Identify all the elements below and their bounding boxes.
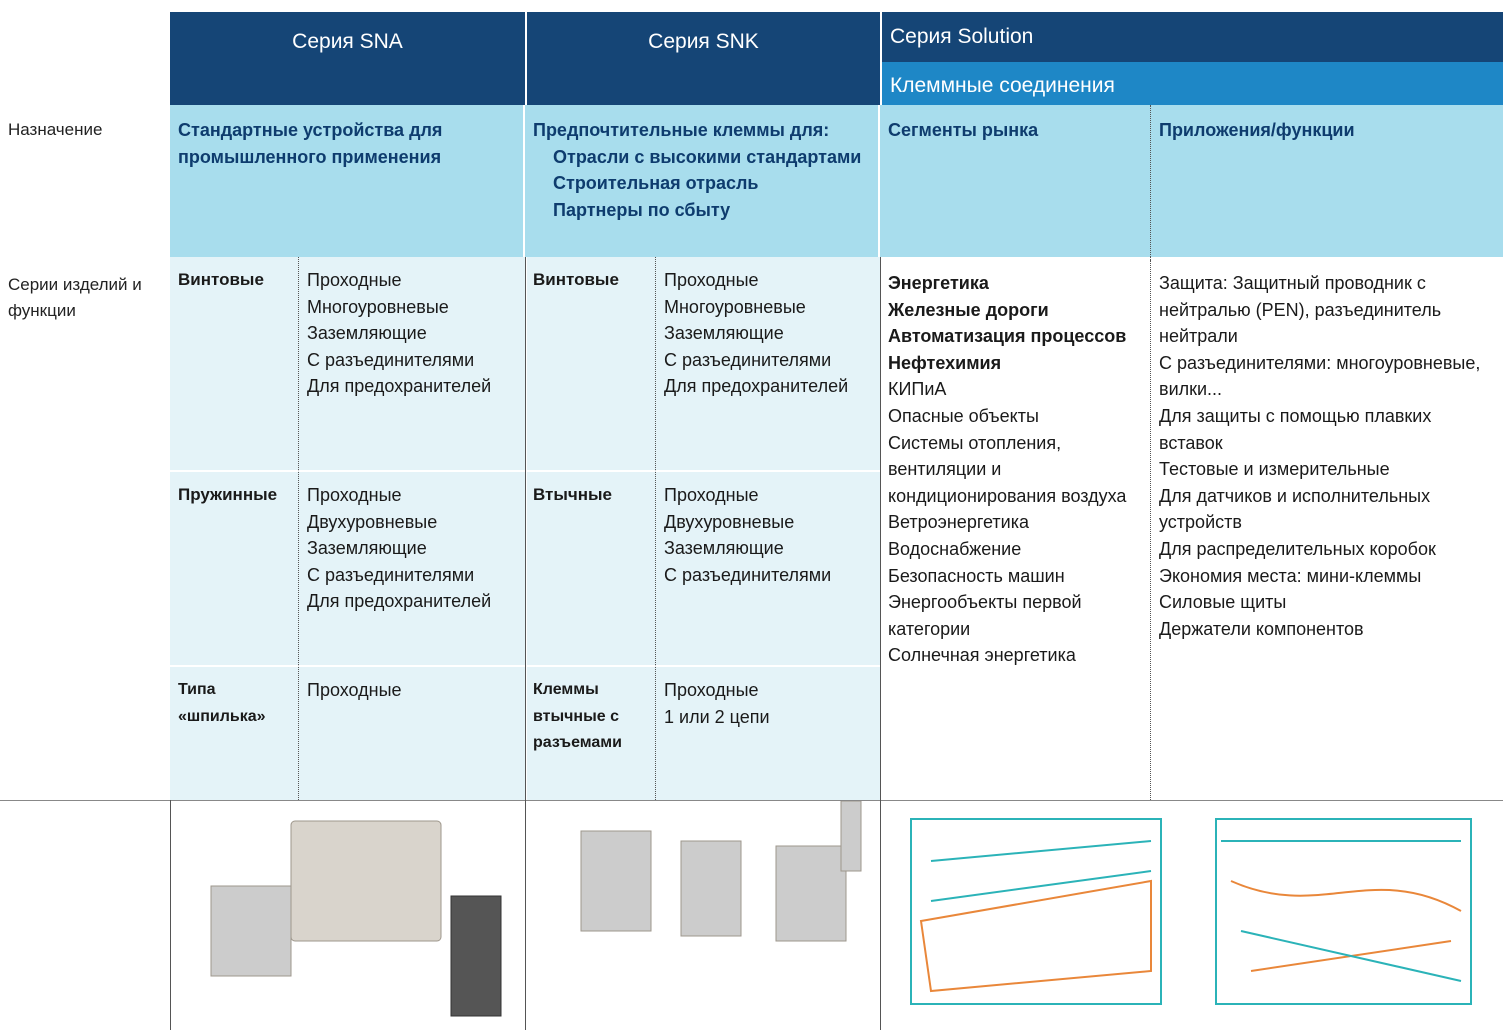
list-item: С разъединителями: [664, 564, 832, 585]
list-item: Автоматизация процессов: [888, 326, 1127, 347]
series-items: Проходные Многоуровневые Заземляющие С разъ…: [655, 257, 880, 470]
series-type: Клеммы втычные с разъемами: [525, 665, 655, 800]
images: [210, 801, 1472, 1017]
sna-bg: [170, 257, 525, 800]
list-item: Нефтехимия: [888, 352, 1002, 373]
divider: [1150, 257, 1151, 800]
list-item: Проходные: [307, 485, 402, 505]
list-item: Строительная отрасль: [553, 173, 759, 193]
list-item: Проходные: [664, 485, 759, 505]
rule: [170, 800, 171, 1030]
purpose-segments: Сегменты рынка: [880, 105, 1150, 257]
list-item: Опасные объекты: [888, 405, 1039, 426]
series-items: Проходные Многоуровневые Заземляющие С разъ…: [298, 257, 525, 470]
purpose-snk-title: Предпочтительные клеммы для:: [533, 120, 830, 140]
list-item: С разъединителями: [664, 349, 832, 370]
list-item: С разъединителями: [307, 349, 475, 370]
header-sna: Серия SNA: [170, 12, 525, 105]
list-item: Для предохранителей: [307, 376, 492, 397]
header-snk: Серия SNK: [527, 12, 880, 105]
rule: [525, 257, 526, 1030]
applications-list: Защита: Защитный проводник с нейтралью (…: [1159, 270, 1495, 642]
list-item: Заземляющие: [307, 538, 427, 559]
list-item: Для датчиков и исполнительных устройств: [1159, 485, 1431, 533]
series-type: Типа «шпилька»: [170, 665, 298, 800]
series-type: Втычные: [525, 470, 655, 665]
list-item: Держатели компонентов: [1159, 618, 1364, 639]
series-type: Винтовые: [178, 270, 264, 289]
series-items: Проходные: [298, 665, 525, 800]
list-item: С разъединителями: многоуровневые, вилки…: [1159, 352, 1481, 400]
list-item: Многоуровневые: [307, 296, 449, 317]
list-item: Защита: Защитный проводник с нейтралью (…: [1159, 273, 1442, 347]
rule: [0, 800, 1503, 801]
list-item: Для предохранителей: [307, 591, 492, 612]
list-item: Проходные: [307, 270, 402, 290]
series-items: Проходные Двухуровневые Заземляющие С разъе…: [655, 470, 880, 665]
row-label: Назначение: [8, 120, 103, 139]
header-solution-sub: Клеммные соединения: [882, 62, 1503, 105]
purpose-snk-list: Отрасли с высокими стандартами Строительн…: [533, 144, 870, 224]
list-item: Двухуровневые: [664, 511, 795, 532]
list-item: Силовые щиты: [1159, 592, 1287, 613]
list-item: Проходные: [307, 680, 402, 700]
purpose-snk: Предпочтительные клеммы для: Отрасли с в…: [525, 105, 880, 257]
snk-bg: [527, 257, 880, 800]
list-item: Проходные: [664, 680, 759, 700]
segments-other: КИПиА Опасные объекты Системы отопления, в…: [888, 376, 1142, 669]
row-label: Серии изделий и функции: [8, 275, 142, 320]
series-type: Пружинные: [170, 470, 298, 665]
list-item: Многоуровневые: [664, 296, 806, 317]
list-item: Безопасность машин: [888, 565, 1065, 586]
list-item: Экономия места: мини-клеммы: [1159, 565, 1422, 586]
list-item: Партнеры по сбыту: [553, 199, 731, 220]
list-item: Двухуровневые: [307, 511, 438, 532]
list-item: Энергообъекты первой категории: [888, 592, 1082, 639]
list-item: КИПиА: [888, 379, 947, 400]
list-item: Заземляющие: [664, 323, 784, 344]
list-item: Железные дороги: [888, 299, 1049, 320]
segments-main: Энергетика Железные дороги Автоматизация п…: [888, 270, 1142, 376]
list-item: Для предохранителей: [664, 376, 849, 397]
list-item: Тестовые и измерительные: [1159, 459, 1390, 480]
purpose-sna: Стандартные устройства для промышленного…: [170, 105, 525, 257]
list-item: Водоснабжение: [888, 538, 1022, 559]
purpose-applications: Приложения/функции: [1150, 105, 1503, 257]
list-item: С разъединителями: [307, 564, 475, 585]
list-item: Отрасли с высокими стандартами: [553, 146, 862, 167]
series-items: Проходные Двухуровневые Заземляющие С разъе…: [298, 470, 525, 665]
list-item: Заземляющие: [307, 323, 427, 344]
rule: [880, 257, 881, 1030]
list-item: Для защиты с помощью плавких вставок: [1159, 405, 1432, 453]
list-item: 1 или 2 цепи: [664, 706, 770, 727]
list-item: Солнечная энергетика: [888, 645, 1076, 666]
series-type: Винтовые: [533, 270, 619, 289]
list-item: Для распределительных коробок: [1159, 538, 1436, 559]
segments: Энергетика Железные дороги Автоматизация п…: [880, 260, 1150, 800]
list-item: Заземляющие: [664, 538, 784, 559]
list-item: Системы отопления, вентиляции и кондицио…: [888, 432, 1127, 506]
list-item: Проходные: [664, 270, 759, 290]
list-item: Энергетика: [888, 273, 989, 293]
list-item: Ветроэнергетика: [888, 512, 1029, 533]
series-items: Проходные 1 или 2 цепи: [655, 665, 880, 800]
applications: Защита: Защитный проводник с нейтралью (…: [1150, 260, 1503, 800]
